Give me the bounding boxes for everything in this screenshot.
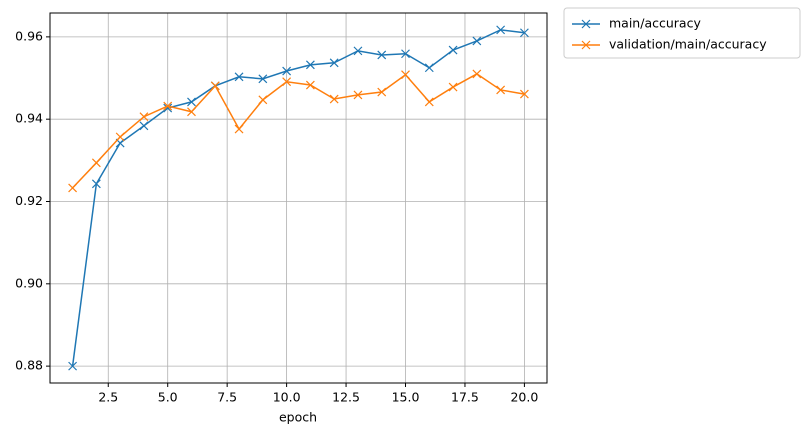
x-tick-label: 2.5 — [98, 390, 118, 405]
marker — [329, 58, 339, 68]
marker — [472, 69, 482, 79]
marker — [581, 40, 591, 50]
marker — [377, 50, 387, 60]
marker — [448, 45, 458, 55]
marker — [329, 94, 339, 104]
x-tick-label: 20.0 — [510, 390, 538, 405]
marker — [68, 361, 78, 371]
legend-label: validation/main/accuracy — [609, 37, 767, 52]
x-axis-label: epoch — [279, 410, 317, 425]
series-line — [71, 29, 525, 367]
legend-box — [563, 7, 801, 59]
y-tick-label: 0.90 — [15, 275, 43, 290]
x-tick-label: 17.5 — [451, 390, 479, 405]
marker — [282, 77, 292, 87]
marker — [258, 95, 268, 105]
marker — [581, 19, 591, 29]
y-tick-label: 0.88 — [15, 358, 43, 373]
marker — [187, 97, 196, 107]
marker — [401, 70, 410, 80]
marker — [519, 28, 529, 38]
x-tick-label: 5.0 — [158, 390, 178, 405]
marker — [115, 132, 125, 142]
series-line — [72, 73, 525, 189]
marker — [353, 46, 363, 56]
plot-frame — [49, 12, 548, 384]
marker — [163, 103, 173, 113]
x-tick-label: 10.0 — [273, 390, 301, 405]
legend-label: main/accuracy — [609, 16, 701, 31]
marker — [139, 121, 149, 131]
marker — [68, 183, 78, 193]
y-tick-label: 0.94 — [15, 111, 43, 126]
marker — [187, 107, 196, 117]
marker — [496, 25, 506, 35]
marker — [496, 85, 506, 95]
marker — [139, 112, 149, 122]
x-tick-label: 12.5 — [332, 390, 360, 405]
y-tick-label: 0.92 — [15, 193, 43, 208]
marker — [91, 179, 101, 189]
y-tick-label: 0.96 — [15, 28, 43, 43]
marker — [377, 87, 387, 97]
marker — [258, 74, 268, 84]
marker — [448, 82, 458, 92]
marker — [353, 90, 363, 100]
marker — [424, 97, 434, 107]
marker — [401, 49, 410, 59]
marker — [163, 101, 173, 111]
x-tick-label: 15.0 — [392, 390, 420, 405]
marker — [305, 60, 315, 70]
marker — [234, 124, 244, 134]
marker — [210, 81, 220, 91]
marker — [234, 72, 244, 82]
marker — [424, 63, 434, 73]
x-tick-label: 7.5 — [217, 390, 237, 405]
marker — [305, 80, 315, 90]
marker — [91, 158, 101, 168]
marker — [472, 36, 482, 46]
marker — [519, 89, 529, 99]
marker — [282, 66, 292, 76]
